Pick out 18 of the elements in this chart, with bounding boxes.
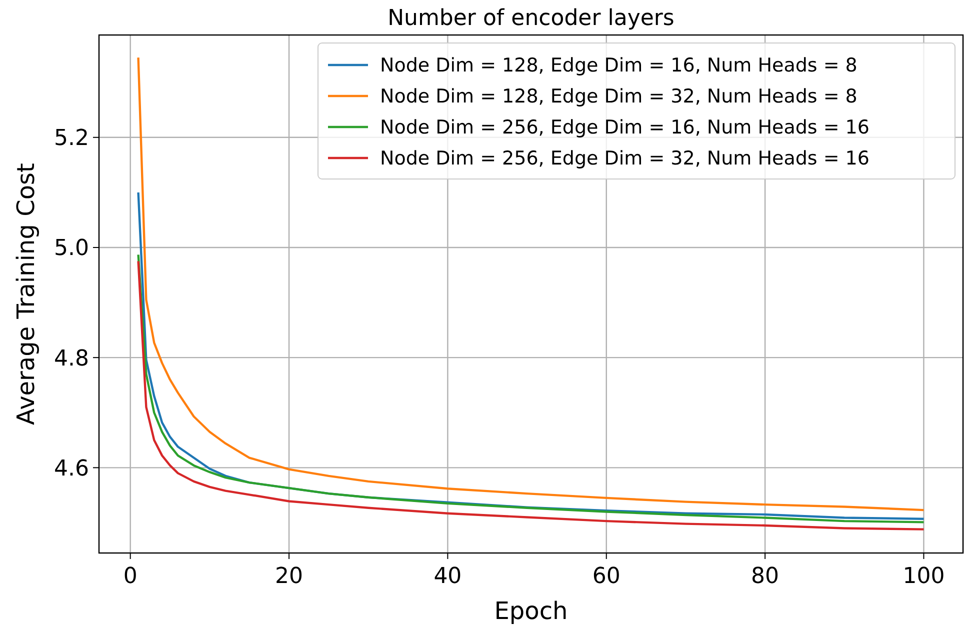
x-tick-label: 40 xyxy=(434,564,462,589)
line-series xyxy=(137,56,925,512)
y-tick-label: 5.0 xyxy=(54,236,89,262)
legend-label: Node Dim = 128, Edge Dim = 32, Num Heads = 8 xyxy=(380,86,858,108)
x-tick-label: 80 xyxy=(751,564,780,589)
x-tick-label: 0 xyxy=(123,564,138,589)
x-tick-label: 20 xyxy=(275,564,304,589)
y-tick-label: 4.8 xyxy=(54,346,89,372)
y-tick-label: 5.2 xyxy=(54,126,89,152)
y-axis-title: Average Training Cost xyxy=(12,163,40,425)
chart-title: Number of encoder layers xyxy=(388,6,674,31)
x-tick-label: 60 xyxy=(592,564,620,589)
y-tick-label: 4.6 xyxy=(54,456,89,482)
legend-label: Node Dim = 128, Edge Dim = 16, Num Heads = 8 xyxy=(380,54,858,77)
legend-label: Node Dim = 256, Edge Dim = 32, Num Heads = 16 xyxy=(380,148,870,170)
x-axis-title: Epoch xyxy=(494,597,568,625)
legend-label: Node Dim = 256, Edge Dim = 16, Num Heads = 16 xyxy=(380,116,870,139)
x-tick-label: 100 xyxy=(902,564,945,589)
